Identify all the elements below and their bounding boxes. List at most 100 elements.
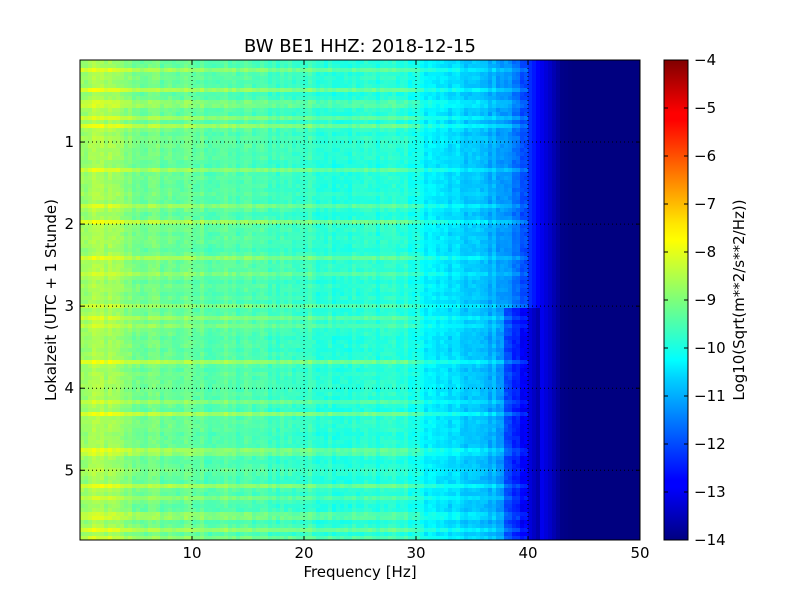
heatmap-cell xyxy=(136,104,141,109)
heatmap-cell xyxy=(144,76,149,81)
heatmap-cell xyxy=(496,76,501,81)
heatmap-cell xyxy=(312,148,317,153)
heatmap-cell xyxy=(508,192,513,197)
heatmap-cell xyxy=(304,76,309,81)
heatmap-cell xyxy=(376,144,381,149)
heatmap-cell xyxy=(496,172,501,177)
heatmap-cell xyxy=(280,92,285,97)
heatmap-cell xyxy=(192,176,197,181)
heatmap-cell xyxy=(328,192,333,197)
heatmap-cell xyxy=(624,60,629,65)
heatmap-cell xyxy=(88,168,93,173)
heatmap-cell xyxy=(388,196,393,201)
heatmap-cell xyxy=(616,88,621,93)
heatmap-cell xyxy=(364,68,369,73)
heatmap-cell xyxy=(480,176,485,181)
heatmap-cell xyxy=(252,164,257,169)
heatmap-cell xyxy=(288,68,293,73)
heatmap-cell xyxy=(284,96,289,101)
heatmap-cell xyxy=(392,120,397,125)
heatmap-cell xyxy=(492,156,497,161)
heatmap-cell xyxy=(568,88,573,93)
heatmap-cell xyxy=(272,84,277,89)
heatmap-cell xyxy=(264,188,269,193)
heatmap-cell xyxy=(180,120,185,125)
heatmap-cell xyxy=(512,180,517,185)
heatmap-cell xyxy=(428,172,433,177)
heatmap-cell xyxy=(368,124,373,129)
heatmap-cell xyxy=(112,132,117,137)
heatmap-cell xyxy=(604,72,609,77)
heatmap-cell xyxy=(304,196,309,201)
heatmap-cell xyxy=(560,68,565,73)
heatmap-cell xyxy=(412,108,417,113)
heatmap-cell xyxy=(436,196,441,201)
heatmap-cell xyxy=(524,72,529,77)
heatmap-cell xyxy=(404,84,409,89)
heatmap-cell xyxy=(560,60,565,65)
heatmap-cell xyxy=(536,148,541,153)
heatmap-cell xyxy=(188,172,193,177)
heatmap-cell xyxy=(356,196,361,201)
heatmap-cell xyxy=(396,108,401,113)
heatmap-cell xyxy=(500,84,505,89)
heatmap-cell xyxy=(608,144,613,149)
heatmap-cell xyxy=(560,80,565,85)
heatmap-cell xyxy=(412,72,417,77)
heatmap-cell xyxy=(284,188,289,193)
heatmap-cell xyxy=(244,112,249,117)
heatmap-cell xyxy=(560,172,565,177)
heatmap-cell xyxy=(384,116,389,121)
heatmap-cell xyxy=(468,172,473,177)
heatmap-cell xyxy=(104,80,109,85)
heatmap-cell xyxy=(112,176,117,181)
heatmap-cell xyxy=(120,84,125,89)
heatmap-cell xyxy=(612,168,617,173)
heatmap-cell xyxy=(316,120,321,125)
heatmap-cell xyxy=(384,172,389,177)
heatmap-cell xyxy=(328,156,333,161)
heatmap-cell xyxy=(272,100,277,105)
heatmap-cell xyxy=(396,104,401,109)
heatmap-cell xyxy=(564,128,569,133)
heatmap-cell xyxy=(96,72,101,77)
heatmap-cell xyxy=(388,96,393,101)
heatmap-cell xyxy=(616,176,621,181)
heatmap-cell xyxy=(320,96,325,101)
heatmap-cell xyxy=(532,128,537,133)
heatmap-cell xyxy=(176,116,181,121)
heatmap-cell xyxy=(536,160,541,165)
heatmap-cell xyxy=(180,172,185,177)
heatmap-cell xyxy=(588,164,593,169)
heatmap-cell xyxy=(384,180,389,185)
heatmap-cell xyxy=(368,72,373,77)
heatmap-cell xyxy=(416,104,421,109)
heatmap-cell xyxy=(388,128,393,133)
heatmap-cell xyxy=(412,196,417,201)
heatmap-cell xyxy=(212,88,217,93)
heatmap-cell xyxy=(340,84,345,89)
heatmap-cell xyxy=(576,164,581,169)
heatmap-cell xyxy=(440,184,445,189)
heatmap-cell xyxy=(260,108,265,113)
heatmap-cell xyxy=(548,152,553,157)
heatmap-cell xyxy=(440,88,445,93)
heatmap-cell xyxy=(260,88,265,93)
heatmap-cell xyxy=(400,144,405,149)
heatmap-cell xyxy=(520,104,525,109)
heatmap-cell xyxy=(476,132,481,137)
heatmap-cell xyxy=(448,112,453,117)
heatmap-cell xyxy=(204,92,209,97)
heatmap-cell xyxy=(300,116,305,121)
heatmap-cell xyxy=(316,84,321,89)
heatmap-cell xyxy=(392,124,397,129)
heatmap-cell xyxy=(576,172,581,177)
heatmap-cell xyxy=(400,172,405,177)
heatmap-cell xyxy=(228,156,233,161)
heatmap-cell xyxy=(508,148,513,153)
heatmap-cell xyxy=(164,60,169,65)
heatmap-cell xyxy=(88,84,93,89)
heatmap-cell xyxy=(240,184,245,189)
heatmap-cell xyxy=(300,64,305,69)
heatmap-cell xyxy=(444,60,449,65)
